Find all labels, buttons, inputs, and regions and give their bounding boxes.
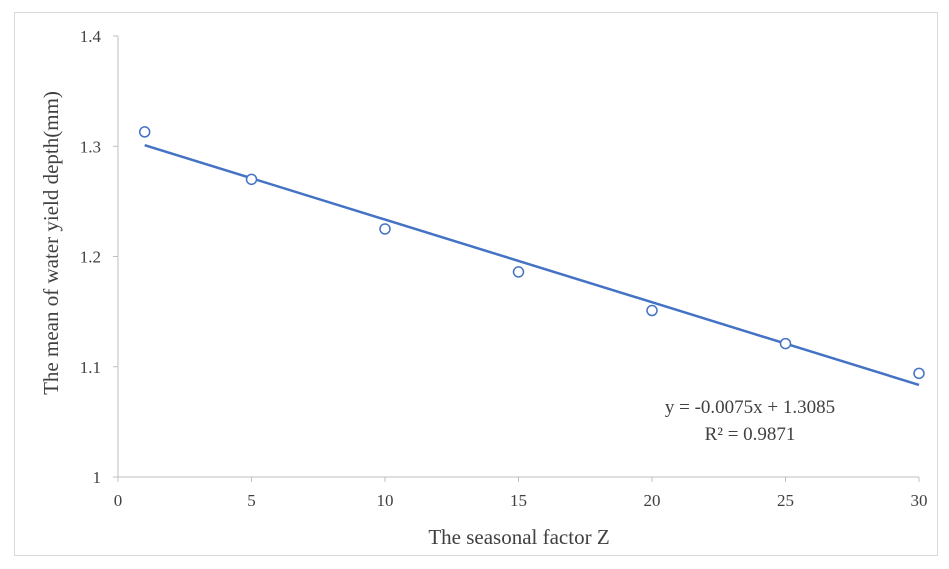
data-point (913, 367, 925, 380)
x-tick-label: 0 (114, 491, 123, 510)
data-point (245, 173, 258, 186)
y-tick-label: 1.3 (80, 137, 101, 156)
x-tick-label: 30 (911, 491, 928, 510)
chart-frame (14, 12, 938, 556)
x-tick-label: 25 (777, 491, 794, 510)
y-tick-label: 1.4 (80, 27, 102, 46)
data-point (138, 126, 151, 138)
y-tick-label: 1 (93, 468, 102, 487)
x-tick-label: 20 (644, 491, 661, 510)
trendline-equation: y = -0.0075x + 1.3085 (665, 397, 835, 418)
x-tick-label: 5 (247, 491, 256, 510)
x-axis-title: The seasonal factor Z (428, 525, 609, 549)
tick-labels: 0 5 10 15 20 25 30 1 1.1 1.2 1.3 1.4 (80, 27, 928, 510)
x-tick-label: 15 (510, 491, 527, 510)
y-tick-label: 1.1 (80, 358, 101, 377)
data-point (512, 266, 525, 278)
trendline-r-squared: R² = 0.9871 (705, 424, 796, 445)
data-point (646, 304, 658, 317)
x-tick-label: 10 (377, 491, 394, 510)
data-point (379, 223, 391, 235)
y-tick-label: 1.2 (80, 248, 101, 267)
trendline-group (144, 143, 920, 387)
data-point (779, 337, 792, 350)
trendline (144, 143, 920, 387)
data-points (138, 126, 925, 380)
y-axis-title: The mean of water yield depth(mm) (39, 91, 63, 395)
